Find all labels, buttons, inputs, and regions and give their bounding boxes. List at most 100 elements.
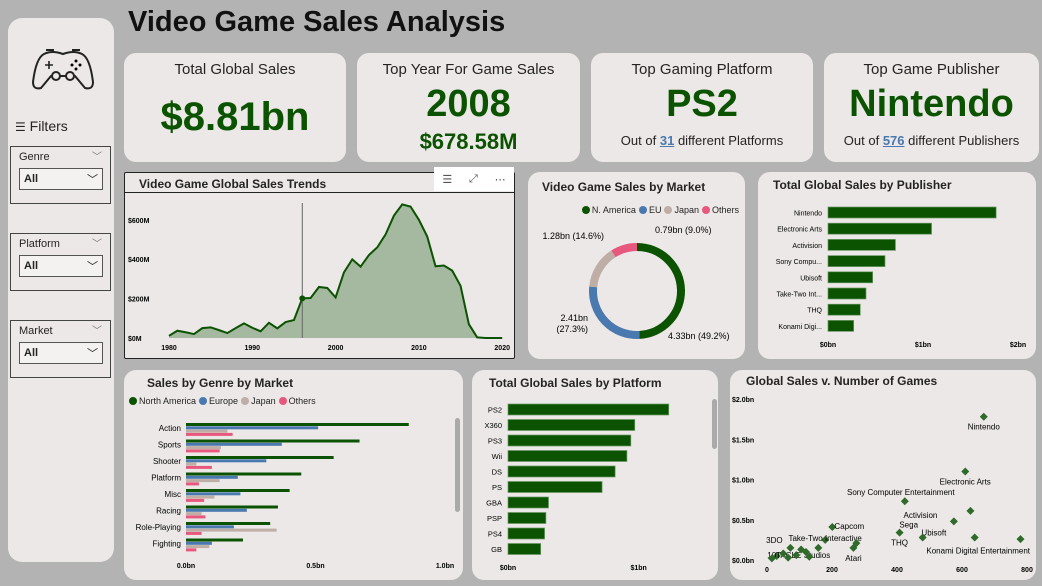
bar — [186, 531, 202, 535]
kpi-subtext: Out of 576 different Publishers — [843, 133, 1020, 148]
scrollbar[interactable] — [455, 418, 460, 512]
point-label: Sony Computer Entertainment — [847, 488, 955, 497]
kpi-subvalue: $678.58M — [419, 129, 518, 154]
legend-item: Others — [711, 205, 739, 215]
category-label: PS4 — [488, 530, 502, 539]
filter-icon[interactable]: ☰ — [442, 173, 453, 186]
slicer-label: Genre — [19, 151, 50, 163]
category-label: Fighting — [153, 540, 181, 549]
legend-item: EU — [648, 205, 662, 215]
point-label: Konami Digital Entertainment — [926, 546, 1030, 555]
legend-item: Japan — [674, 205, 699, 215]
trend-chart-card[interactable]: Video Game Global Sales Trends ☰ ⤢ ⋯ $0M $2… — [124, 167, 515, 359]
slicer-label: Platform — [19, 238, 60, 250]
donut-slice — [589, 250, 616, 288]
kpi-total-sales: Total Global Sales $8.81bn — [124, 53, 346, 162]
bar — [507, 450, 628, 462]
data-label: 4.33bn (49.2%) — [668, 331, 730, 341]
y-tick-label: $0.0bn — [732, 558, 754, 565]
data-label: (27.3%) — [556, 324, 588, 334]
bar — [186, 442, 282, 446]
category-label: PS — [492, 483, 502, 492]
y-tick-label: $200M — [128, 297, 150, 304]
focus-mode-icon[interactable]: ⤢ — [469, 172, 478, 185]
bar — [827, 255, 886, 267]
kpi-top-platform: Top Gaming Platform PS2 Out of 31 differ… — [591, 53, 813, 162]
category-label: Action — [159, 424, 181, 433]
more-options-icon[interactable]: ⋯ — [494, 173, 506, 186]
bar — [186, 482, 199, 486]
legend-item: Japan — [251, 396, 276, 406]
data-point — [797, 545, 806, 554]
y-tick-label: $600M — [128, 218, 150, 225]
filters-label: Filters — [29, 118, 68, 134]
bar — [827, 320, 854, 332]
platform-chart-card: Total Global Sales by Platform PS2 X360 PS… — [472, 370, 718, 580]
bar — [507, 403, 670, 416]
data-point — [779, 549, 788, 558]
category-label: Misc — [165, 490, 181, 499]
chevron-down-icon[interactable]: ﹀ — [92, 326, 102, 337]
scrollbar[interactable] — [712, 399, 717, 449]
bar — [186, 541, 212, 545]
slicer-platform: Platform ﹀ All ﹀ — [10, 233, 111, 291]
bar — [186, 439, 360, 443]
genre-dropdown[interactable]: All ﹀ — [19, 168, 103, 190]
bar — [186, 508, 247, 512]
chevron-down-icon[interactable]: ﹀ — [92, 239, 102, 250]
bar — [186, 449, 220, 453]
data-point — [767, 554, 776, 563]
kpi-title: Top Game Publisher — [863, 61, 1000, 78]
bar — [827, 222, 932, 235]
publisher-bar-chart: Nintendo Electronic Arts Activision Sony Co… — [776, 206, 1026, 349]
legend-item: Europe — [209, 396, 239, 406]
category-label: GBA — [486, 499, 502, 508]
x-tick-label: $2bn — [1010, 342, 1026, 349]
bar — [186, 525, 234, 529]
dropdown-value: All — [24, 260, 39, 272]
dropdown-value: All — [24, 347, 39, 359]
y-tick-label: $400M — [128, 257, 150, 264]
data-point — [784, 553, 793, 562]
bar — [507, 527, 545, 540]
data-point — [805, 552, 814, 561]
point-label: Ubisoft — [921, 528, 947, 537]
donut-slice — [589, 286, 640, 339]
bar — [827, 271, 874, 284]
chevron-down-icon[interactable]: ﹀ — [92, 152, 102, 163]
x-tick-label: 2010 — [411, 345, 427, 352]
data-point — [802, 547, 810, 556]
bar — [186, 498, 205, 502]
x-tick-label: 400 — [891, 567, 903, 574]
area-fill — [169, 204, 503, 338]
legend-item: North America — [139, 396, 197, 406]
data-label: 2.41bn — [560, 313, 588, 323]
category-label: THQ — [807, 308, 822, 315]
legend-dot — [278, 397, 287, 405]
bar — [507, 419, 636, 431]
point-label: Electronic Arts — [940, 477, 991, 486]
donut-slice — [636, 243, 685, 339]
category-label: Wii — [492, 452, 503, 461]
x-tick-label: 0.5bn — [306, 563, 324, 570]
filters-heading: ☰ Filters — [15, 118, 68, 134]
platform-dropdown[interactable]: All ﹀ — [19, 255, 103, 277]
x-tick-label: 2020 — [494, 345, 510, 352]
kpi-value: PS2 — [666, 83, 738, 125]
legend-dot — [638, 206, 647, 214]
category-label: Nintendo — [794, 211, 822, 218]
data-point — [821, 535, 830, 544]
scatter-chart: $0.0bn $0.5bn $1.0bn $1.5bn $2.0bn 0 200 400 600… — [732, 397, 1033, 574]
platform-count: 31 — [659, 133, 675, 148]
chart-title: Video Game Sales by Market — [542, 180, 706, 194]
category-label: Shooter — [153, 457, 181, 466]
bar — [186, 472, 302, 476]
market-dropdown[interactable]: All ﹀ — [19, 342, 103, 364]
chevron-down-icon: ﹀ — [87, 348, 98, 360]
category-label: X360 — [484, 421, 502, 430]
x-tick-label: 2000 — [328, 345, 344, 352]
chart-title: Video Game Global Sales Trends — [139, 177, 327, 191]
x-tick-label: $0bn — [500, 565, 516, 572]
publisher-count: 576 — [882, 133, 905, 148]
sliders-icon: ☰ — [15, 120, 26, 134]
